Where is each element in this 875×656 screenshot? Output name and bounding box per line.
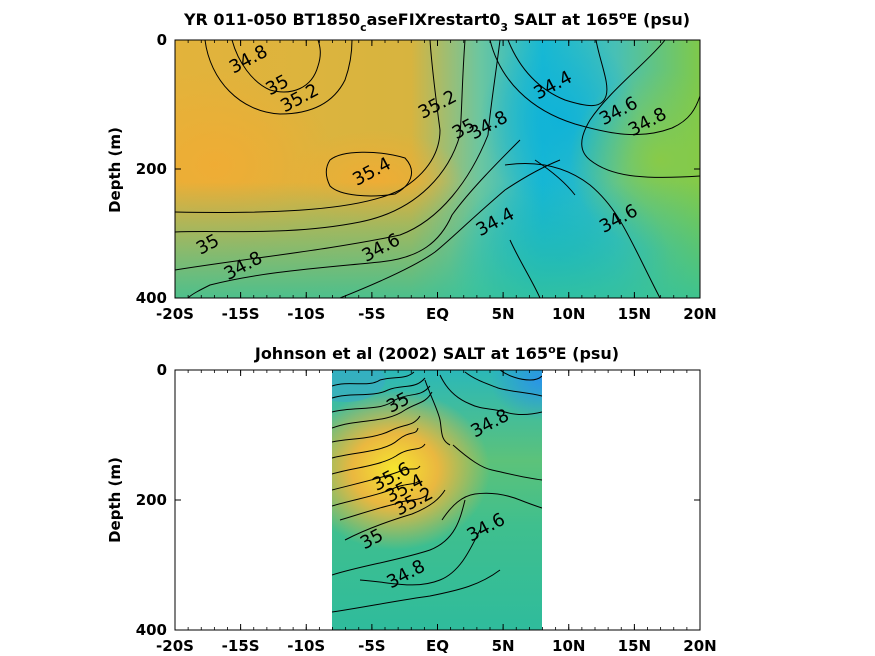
bottom-x-tick-label: 20N [683,637,716,655]
bottom-panel-title: Johnson et al (2002) SALT at 165oE (psu) [254,343,619,363]
bottom-y-axis-label: Depth (m) [106,457,124,543]
top-y-tick-label: 400 [136,289,167,307]
bottom-y-tick-label: 200 [136,491,167,509]
top-x-tick-label: 20N [683,305,716,323]
bottom-y-tick-label: 0 [157,361,167,379]
bottom-x-tick-label: 10N [552,637,585,655]
bottom-x-tick-label: -5S [358,637,385,655]
top-x-tick-label: 10N [552,305,585,323]
top-x-tick-label: -20S [156,305,194,323]
bottom-x-tick-label: 5N [492,637,515,655]
bottom-axes: -20S -15S -10S -5S EQ 5N 10N 15N 20N 0 200 400 [136,361,717,655]
top-y-tick-label: 200 [136,160,167,178]
top-x-tick-label: -15S [222,305,260,323]
bottom-x-tick-label: -20S [156,637,194,655]
top-salinity-field [175,40,700,298]
bottom-contour-lines [332,370,542,613]
bottom-x-tick-label: -15S [222,637,260,655]
top-y-axis-label: Depth (m) [106,127,124,213]
bottom-x-tick-label: EQ [426,637,449,655]
top-x-tick-label: 15N [618,305,651,323]
top-y-tick-label: 0 [157,31,167,49]
top-contour-lines [175,40,700,298]
top-x-tick-label: EQ [426,305,449,323]
top-x-tick-label: -10S [287,305,325,323]
top-axes: -20S -15S -10S -5S EQ 5N 10N 15N 20N 0 200 400 [136,31,717,323]
top-x-tick-label: -5S [358,305,385,323]
top-panel-title: YR 011-050 BT1850caseFIXrestart03 SALT a… [183,9,690,34]
bottom-x-tick-label: 15N [618,637,651,655]
bottom-y-tick-label: 400 [136,621,167,639]
top-x-tick-label: 5N [492,305,515,323]
bottom-x-tick-label: -10S [287,637,325,655]
